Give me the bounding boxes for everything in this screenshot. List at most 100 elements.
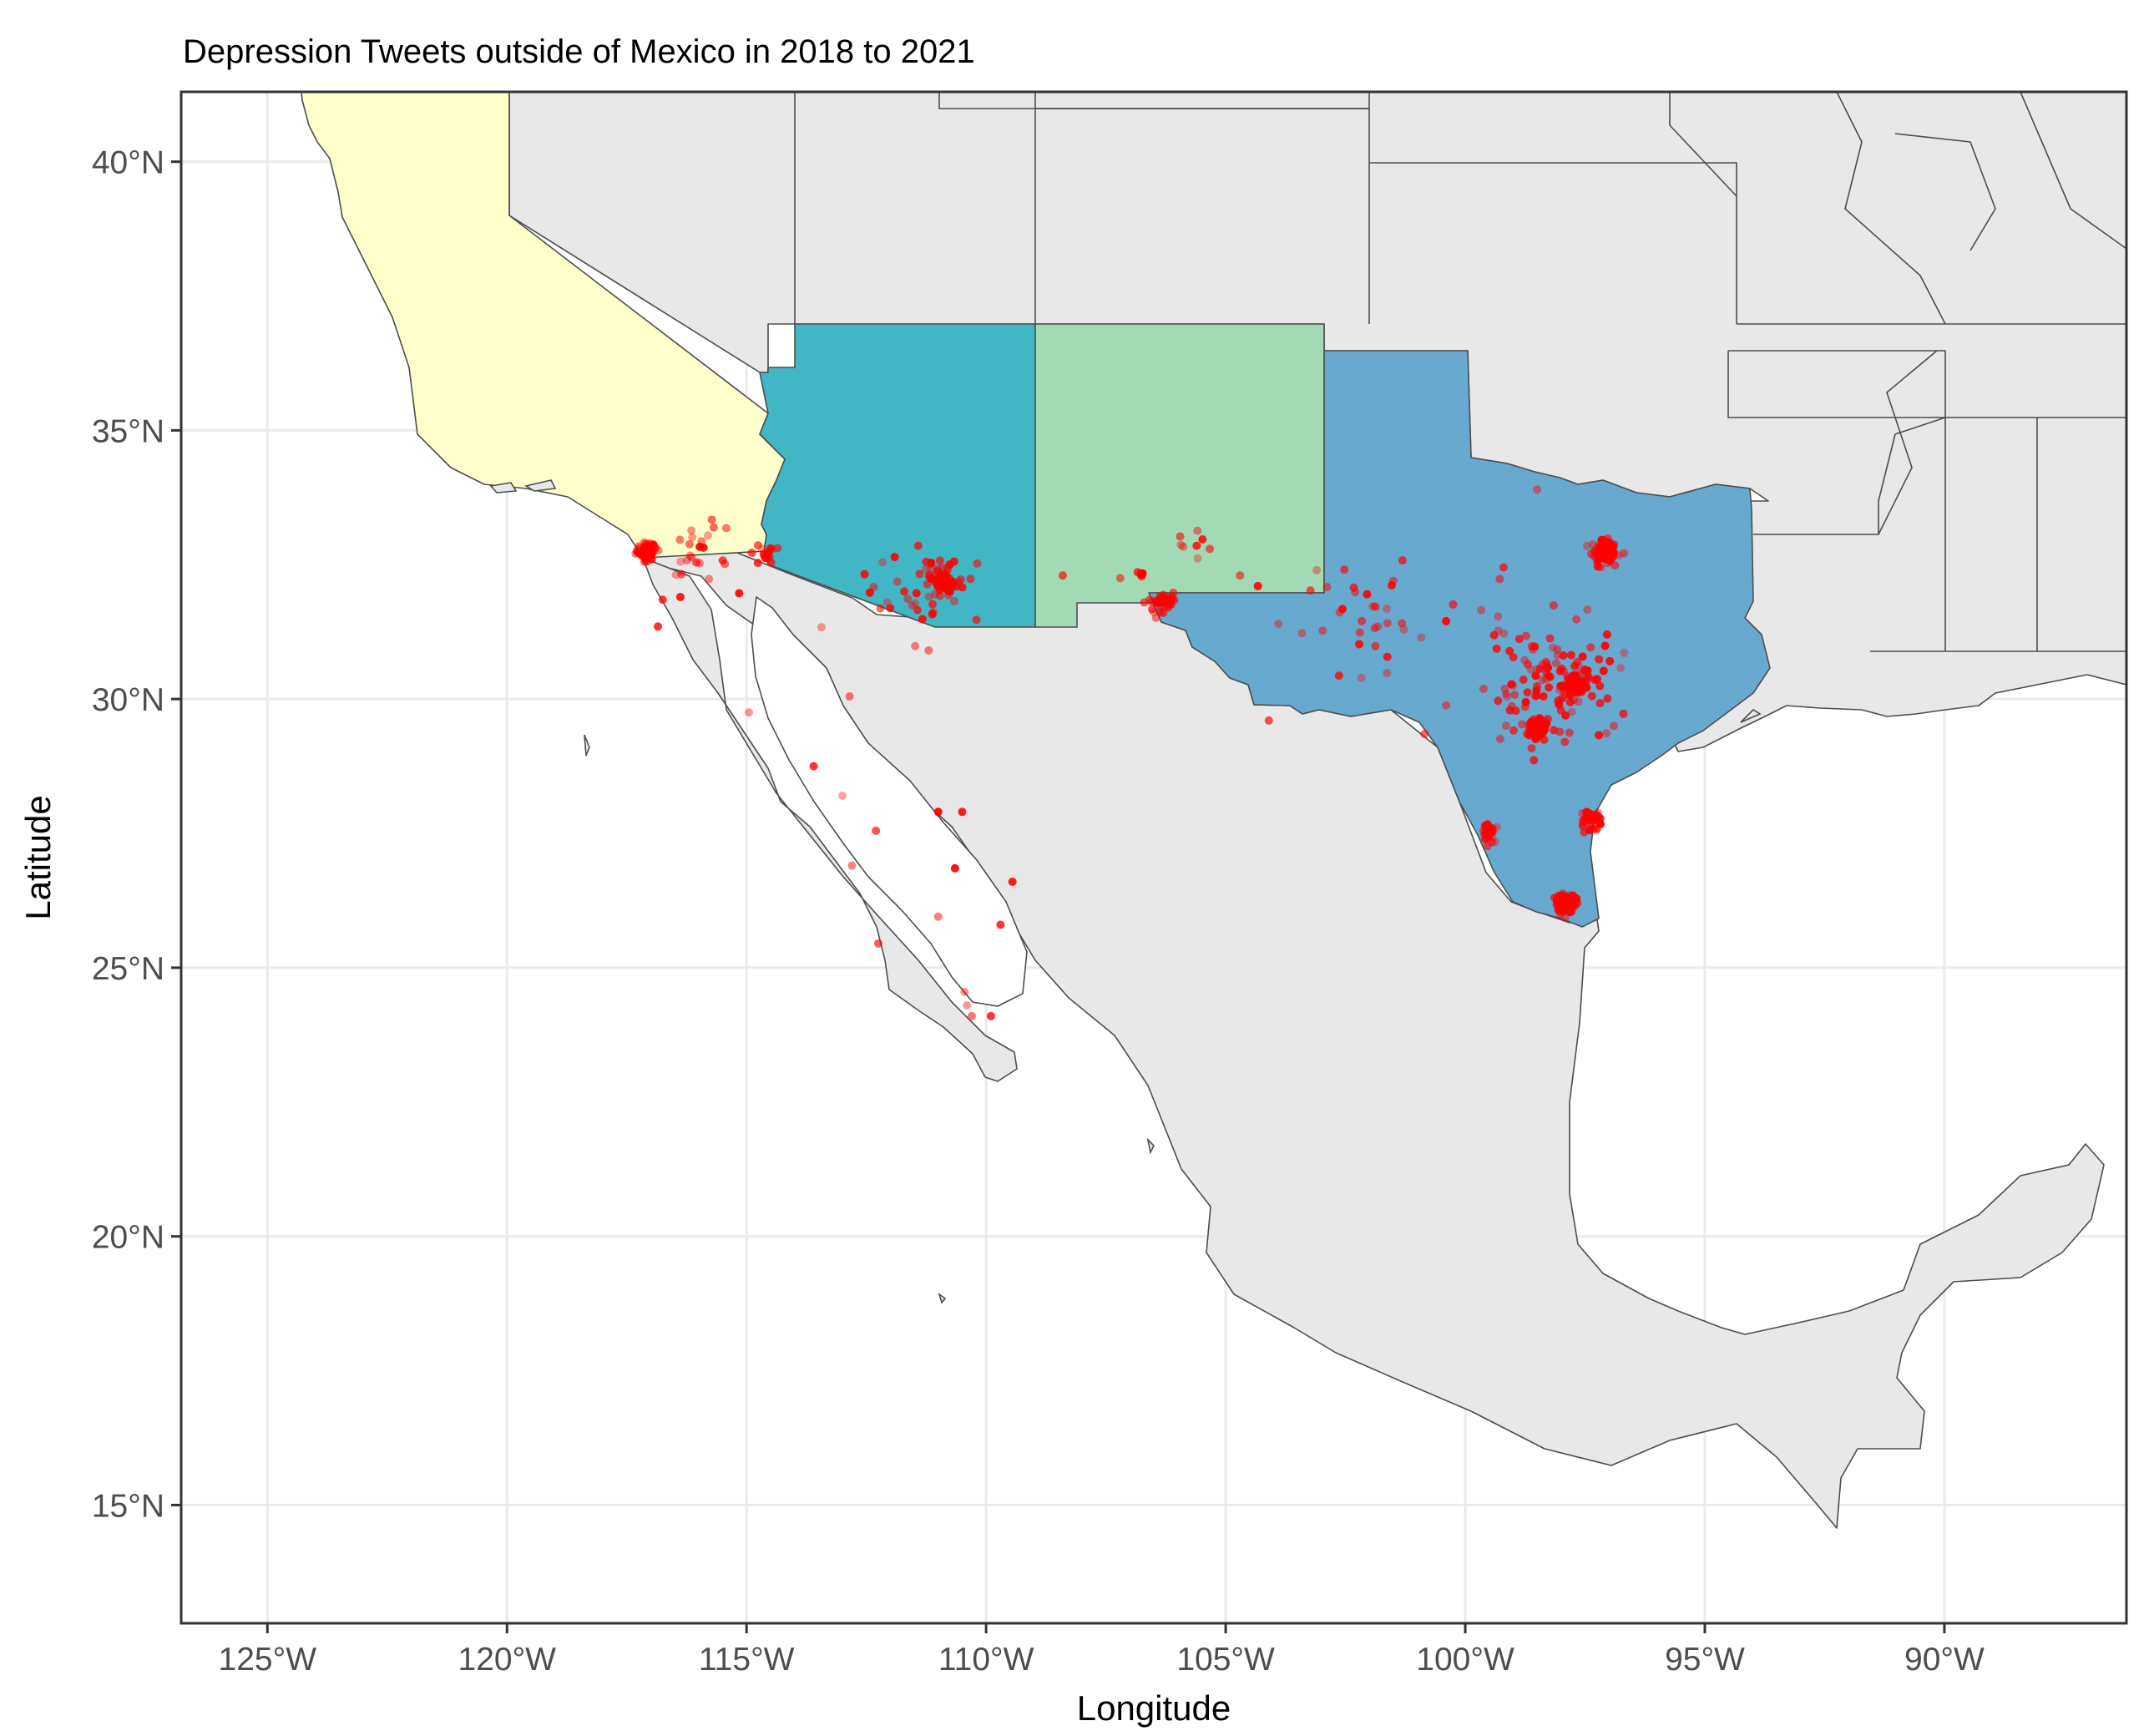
tweet-point [1533,723,1542,732]
tweet-point [1334,671,1343,681]
tweet-point [1600,641,1610,650]
tweet-point [1555,727,1565,736]
x-tick-label: 115°W [699,1642,795,1678]
tweet-point [1548,643,1557,652]
tweet-point [1553,898,1562,908]
tweet-point [1297,629,1307,638]
tweet-point [1383,669,1392,678]
tweet-point [1487,838,1496,847]
x-tick-label: 105°W [1176,1642,1275,1678]
tweet-point [1306,586,1315,595]
tweet-point [1163,602,1172,611]
tweet-point [1351,588,1360,597]
x-tick-label: 90°W [1904,1642,1985,1678]
tweet-point [1602,630,1611,639]
tweet-point [1398,556,1407,565]
tweet-point [1560,686,1569,696]
texas-polygon [1148,350,1771,928]
tweet-points [631,485,1629,1020]
tweet-point [1206,544,1215,554]
tweet-point [1565,697,1575,706]
tweet-point [1494,612,1503,621]
tweet-point [1417,633,1426,642]
tweet-point [1583,605,1592,615]
tweet-point [1264,716,1273,725]
tweet-point [1502,690,1511,699]
tweet-point [687,526,696,535]
tweet-point [956,574,965,584]
tweet-point [709,523,718,532]
tweet-point [762,552,771,561]
tweet-point [1479,684,1488,693]
tweet-point [1155,595,1165,605]
tweet-point [1383,605,1392,614]
tweet-point [1595,681,1605,691]
x-tick-label: 100°W [1416,1642,1514,1678]
y-tick-label: 40°N [92,145,164,181]
tweet-point [1559,651,1568,660]
tweet-point [903,595,913,604]
tweet-point [685,539,694,549]
tweet-point [658,595,667,605]
tweet-point [1355,640,1364,649]
tweet-point [685,551,695,560]
tweet-point [1574,697,1583,706]
tweet-point [921,564,930,574]
tweet-point [1553,650,1562,660]
tweet-point [1521,631,1530,640]
tweet-point [935,575,944,585]
tweet-point [1587,814,1596,823]
tweet-point [1494,696,1503,706]
tweet-point [922,557,931,566]
tweet-point [1525,731,1534,740]
tweet-point [766,558,776,567]
tweet-point [1492,644,1501,653]
tweet-point [1572,615,1581,624]
tweet-point [1595,819,1605,828]
tweet-point [966,574,975,584]
tweet-point [943,564,952,573]
tweet-point [1193,526,1202,535]
tweet-point [1620,549,1629,558]
tweet-point [1603,534,1612,543]
tweet-point [872,826,881,835]
tweet-point [1580,817,1589,827]
tweet-point [675,592,685,601]
tweet-point [1370,624,1379,633]
tweet-point [912,589,921,598]
tweet-point [1545,683,1554,692]
tweet-point [1517,720,1526,729]
tweet-point [1179,542,1188,551]
tweet-point [676,557,685,566]
tweet-point [1442,616,1451,625]
tweet-point [1499,563,1508,572]
tweet-point [1322,583,1332,592]
tweet-point [1541,720,1550,729]
tweet-point [1340,565,1349,574]
tweet-point [1480,821,1489,830]
y-tick-label: 15°N [92,1488,164,1524]
tweet-point [1383,619,1392,628]
tweet-point [1495,734,1504,743]
tweet-point [1236,571,1245,580]
tweet-point [1562,898,1571,908]
tweet-point [913,605,922,615]
y-tick-label: 25°N [92,951,164,987]
tweet-point [654,546,663,555]
tweet-point [1527,642,1536,651]
y-axis: 15°N 20°N 25°N 30°N 35°N 40°N [92,145,181,1524]
x-tick-label: 110°W [938,1642,1034,1678]
tweet-point [949,557,958,566]
tweet-point [1442,701,1451,710]
tweet-point [1558,888,1567,898]
tweet-point [682,556,691,565]
tweet-point [1620,648,1629,657]
tweet-point [1514,635,1524,644]
tweet-point [935,591,944,600]
tweet-point [1509,726,1518,735]
x-axis: 125°W 120°W 115°W 110°W 105°W 100°W 95°W 90°W [219,1623,1985,1678]
tweet-point [918,615,927,624]
tweet-point [1565,678,1575,687]
tweet-point [688,533,697,542]
panel-border [180,90,2128,1625]
